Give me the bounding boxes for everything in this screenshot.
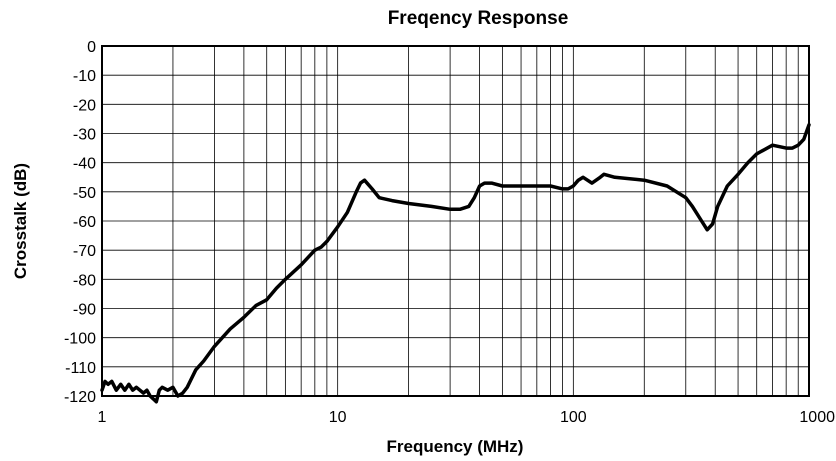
y-tick-label: -70 [73, 243, 96, 260]
grid-lines [102, 46, 809, 396]
y-tick-label: -100 [64, 331, 96, 348]
y-tick-labels: 0 -10 -20 -30 -40 -50 -60 -70 -80 -90 -100 -110 -120 [64, 39, 96, 406]
y-tick-label: -60 [73, 214, 96, 231]
y-tick-label: 0 [87, 39, 96, 56]
y-tick-label: -30 [73, 127, 96, 144]
x-tick-label: 100 [560, 409, 587, 426]
x-tick-labels: 1 10 100 1000 [98, 409, 836, 426]
y-tick-label: -50 [73, 185, 96, 202]
y-tick-label: -110 [65, 360, 96, 377]
plot-frame [101, 45, 810, 397]
y-tick-label: -40 [73, 156, 96, 173]
y-tick-label: -80 [73, 272, 96, 289]
x-tick-label: 1000 [799, 409, 835, 426]
y-tick-label: -10 [73, 68, 96, 85]
x-tick-label: 1 [98, 409, 107, 426]
y-tick-label: -120 [64, 389, 96, 406]
y-tick-label: -90 [73, 302, 96, 319]
x-tick-label: 10 [329, 409, 347, 426]
y-tick-label: -20 [73, 97, 96, 114]
x-axis-label: Frequency (MHz) [387, 437, 524, 456]
chart-title: Freqency Response [387, 8, 569, 29]
y-axis-label: Crosstalk (dB) [11, 163, 30, 279]
series-line [100, 123, 811, 404]
